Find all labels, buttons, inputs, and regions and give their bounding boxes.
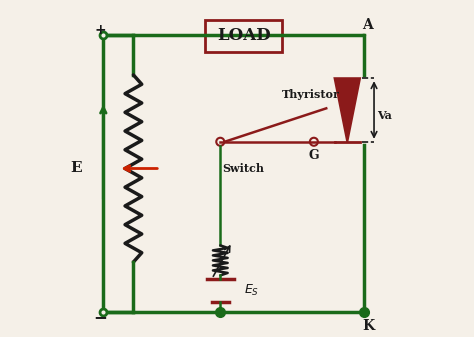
Text: LOAD: LOAD bbox=[217, 27, 271, 44]
Text: A: A bbox=[362, 18, 373, 32]
FancyBboxPatch shape bbox=[205, 20, 282, 52]
Polygon shape bbox=[335, 78, 360, 142]
Text: Switch: Switch bbox=[223, 163, 264, 174]
Text: +: + bbox=[94, 23, 106, 37]
Text: G: G bbox=[309, 149, 319, 162]
Text: K: K bbox=[362, 318, 374, 333]
Text: −: − bbox=[93, 308, 107, 326]
Text: Va: Va bbox=[377, 110, 392, 121]
Text: Thyristor: Thyristor bbox=[282, 89, 339, 100]
Text: $E_S$: $E_S$ bbox=[244, 283, 259, 298]
Text: E: E bbox=[71, 161, 82, 176]
